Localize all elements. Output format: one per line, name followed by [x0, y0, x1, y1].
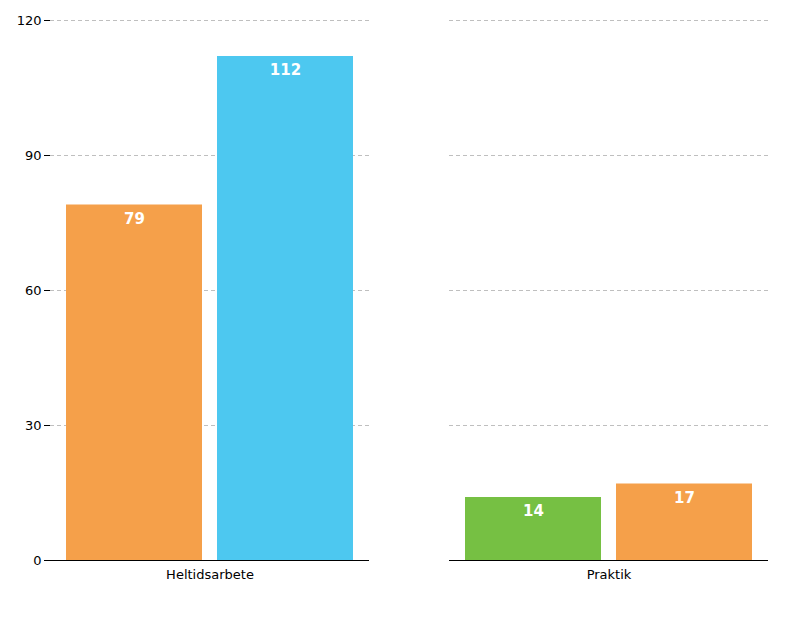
svg-text:Praktik: Praktik	[587, 567, 632, 582]
svg-text:112: 112	[270, 61, 301, 79]
svg-text:90: 90	[25, 148, 42, 163]
svg-text:0: 0	[33, 553, 41, 568]
svg-text:17: 17	[674, 489, 695, 507]
svg-text:30: 30	[25, 418, 42, 433]
svg-text:60: 60	[25, 283, 42, 298]
svg-text:120: 120	[17, 13, 42, 28]
svg-text:14: 14	[523, 502, 544, 520]
svg-text:Heltidsarbete: Heltidsarbete	[166, 567, 254, 582]
svg-text:79: 79	[124, 210, 145, 228]
